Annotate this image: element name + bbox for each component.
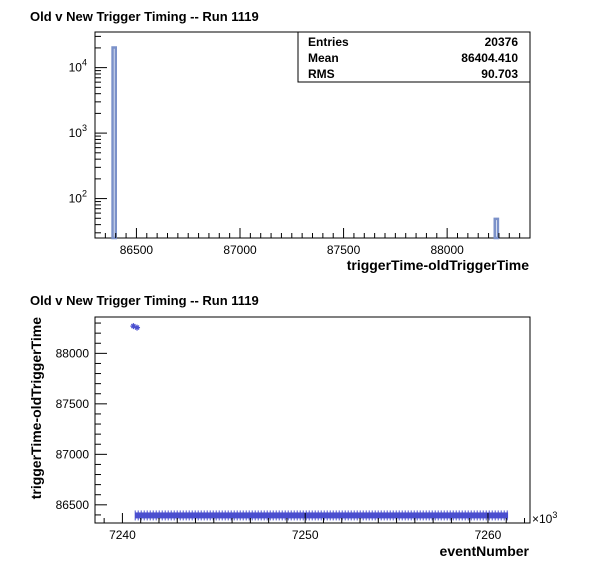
y-tick-base: 10	[69, 192, 83, 206]
stats-label-rms: RMS	[308, 67, 335, 81]
y-tick-label: 88000	[56, 346, 90, 360]
histogram-x-axis: 86500 87000 87500 88000	[94, 228, 531, 257]
scatter-y-label: triggerTime-oldTriggerTime	[28, 317, 44, 500]
y-tick-label: 87000	[56, 447, 90, 461]
x-tick-label: 87500	[327, 243, 361, 257]
histogram-bar	[493, 217, 500, 240]
stats-box-frame	[297, 31, 531, 83]
y-tick-exponent: 3	[82, 123, 87, 133]
x-tick-label: 86500	[120, 243, 154, 257]
scatter-points	[130, 323, 509, 521]
x-tick-label: 88000	[430, 243, 464, 257]
histogram-x-label: triggerTime-oldTriggerTime	[347, 257, 530, 273]
scatter-x-multiplier-base: ×10	[532, 512, 553, 526]
stats-value-rms: 90.703	[481, 67, 518, 81]
scatter-point	[130, 323, 137, 330]
scatter-band	[135, 512, 509, 519]
y-tick-label: 86500	[56, 498, 90, 512]
stats-value-entries: 20376	[485, 35, 519, 49]
x-tick-label: 7260	[475, 528, 502, 542]
y-tick-label: 87500	[56, 397, 90, 411]
scatter-x-multiplier-exp: 3	[552, 510, 557, 520]
y-tick-exponent: 4	[82, 58, 87, 68]
stats-value-mean: 86404.410	[461, 51, 518, 65]
y-tick-base: 10	[69, 126, 83, 140]
y-tick-label: 103	[69, 123, 87, 140]
y-tick-label: 102	[69, 189, 87, 206]
y-tick-base: 10	[69, 61, 83, 75]
x-tick-label: 7250	[292, 528, 319, 542]
y-tick-exponent: 2	[82, 189, 87, 199]
scatter-x-axis: 7240 7250 7260	[103, 513, 526, 542]
stats-label-mean: Mean	[308, 51, 339, 65]
scatter-point	[134, 324, 141, 331]
histogram-bars	[111, 46, 500, 240]
chart1-title: Old v New Trigger Timing -- Run 1119	[30, 9, 259, 24]
chart2-title: Old v New Trigger Timing -- Run 1119	[30, 293, 259, 308]
scatter-frame	[94, 316, 531, 524]
stats-box: Entries 20376 Mean 86404.410 RMS 90.703	[297, 31, 531, 83]
x-tick-label: 7240	[109, 528, 136, 542]
scatter-y-axis: 86500 87000 87500 88000	[56, 322, 107, 516]
histogram-bar	[111, 46, 117, 240]
stats-label-entries: Entries	[308, 35, 349, 49]
y-tick-label: 104	[69, 58, 87, 75]
x-tick-label: 87000	[223, 243, 257, 257]
scatter-x-label: eventNumber	[440, 543, 530, 559]
scatter-x-multiplier: ×103	[532, 510, 557, 526]
